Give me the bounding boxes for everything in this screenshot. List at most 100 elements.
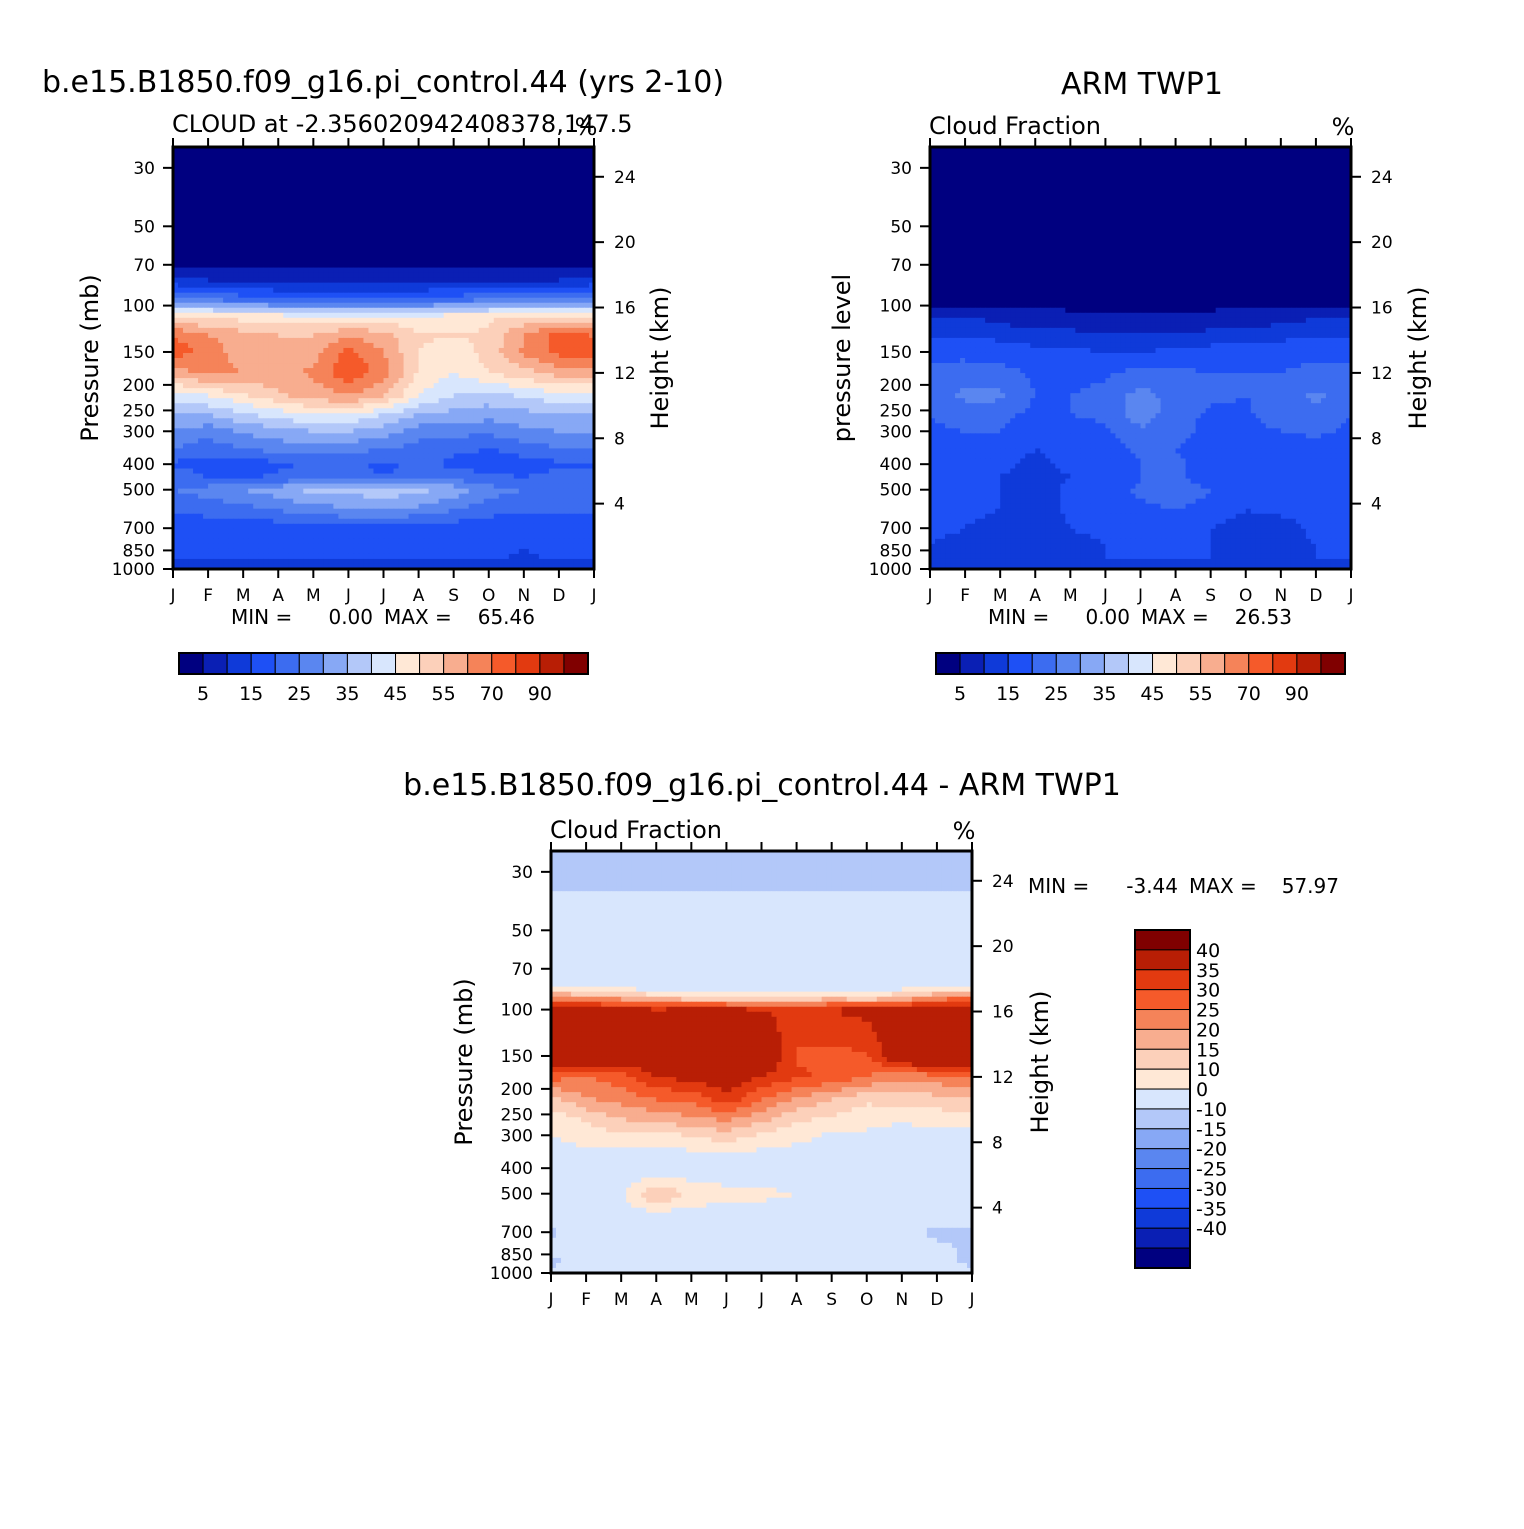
contour-cell	[588, 157, 594, 163]
contour-cell	[428, 327, 435, 334]
contour-cell	[553, 192, 560, 198]
contour-cell	[273, 403, 279, 409]
contour-cell	[418, 413, 425, 419]
contour-cell	[548, 162, 555, 168]
contour-cell	[413, 378, 420, 384]
contour-cell	[393, 217, 400, 223]
panel-model-unit: %	[575, 113, 598, 141]
contour-cell	[348, 302, 355, 309]
contour-cell	[498, 438, 505, 444]
contour-cell	[568, 393, 575, 399]
contour-cell	[323, 363, 329, 369]
contour-cell	[438, 272, 445, 279]
contour-cell	[378, 393, 385, 399]
contour-cell	[273, 187, 279, 193]
contour-cell	[318, 187, 324, 193]
contour-cell	[178, 217, 184, 223]
contour-cell	[583, 312, 590, 319]
contour-cell	[233, 418, 239, 424]
contour-cell	[178, 257, 184, 264]
contour-cell	[303, 232, 309, 239]
contour-cell	[338, 252, 344, 259]
contour-cell	[378, 182, 385, 188]
contour-cell	[343, 297, 350, 304]
contour-cell	[423, 337, 430, 344]
contour-cell	[248, 443, 254, 450]
contour-cell	[238, 287, 244, 294]
contour-cell	[388, 157, 395, 163]
contour-cell	[418, 418, 425, 424]
contour-cell	[568, 237, 575, 244]
contour-cell	[298, 408, 304, 414]
contour-cell	[458, 172, 465, 178]
contour-cell	[243, 307, 249, 314]
contour-cell	[353, 187, 360, 193]
contour-cell	[588, 413, 594, 419]
contour-cell	[238, 157, 244, 163]
contour-cell	[393, 408, 400, 414]
contour-cell	[528, 352, 535, 359]
contour-cell	[583, 388, 590, 394]
contour-cell	[323, 302, 329, 309]
contour-cell	[358, 317, 365, 324]
contour-cell	[503, 438, 510, 444]
contour-cell	[423, 227, 430, 233]
contour-cell	[243, 317, 249, 324]
contour-cell	[563, 292, 570, 299]
contour-cell	[543, 257, 550, 264]
contour-cell	[403, 322, 410, 329]
contour-cell	[543, 413, 550, 419]
contour-cell	[478, 227, 485, 233]
contour-cell	[418, 237, 425, 244]
contour-cell	[388, 217, 395, 223]
contour-cell	[363, 147, 370, 153]
contour-cell	[578, 368, 585, 374]
contour-cell	[493, 187, 500, 193]
contour-cell	[268, 227, 274, 233]
contour-cell	[553, 207, 560, 213]
contour-cell	[458, 232, 465, 239]
contour-cell	[528, 363, 535, 369]
contour-cell	[208, 227, 214, 233]
contour-cell	[488, 162, 495, 168]
contour-cell	[338, 182, 344, 188]
contour-cell	[563, 438, 570, 444]
contour-cell	[488, 413, 495, 419]
contour-cell	[583, 413, 590, 419]
contour-cell	[488, 212, 495, 218]
contour-cell	[268, 368, 274, 374]
contour-cell	[378, 327, 385, 334]
contour-cell	[548, 428, 555, 434]
contour-cell	[238, 167, 244, 173]
contour-cell	[288, 262, 294, 269]
contour-cell	[363, 172, 370, 178]
contour-cell	[563, 187, 570, 193]
contour-cell	[578, 157, 585, 163]
contour-cell	[233, 192, 239, 198]
contour-cell	[258, 192, 264, 198]
contour-cell	[213, 207, 219, 213]
contour-cell	[518, 257, 525, 264]
contour-cell	[458, 307, 465, 314]
contour-cell	[353, 327, 360, 334]
contour-cell	[433, 337, 440, 344]
contour-cell	[453, 413, 460, 419]
contour-cell	[253, 197, 259, 203]
contour-cell	[438, 172, 445, 178]
contour-cell	[278, 403, 284, 409]
contour-cell	[208, 292, 214, 299]
contour-cell	[233, 267, 239, 274]
contour-cell	[513, 232, 520, 239]
contour-cell	[493, 157, 500, 163]
contour-cell	[283, 252, 289, 259]
contour-cell	[458, 252, 465, 259]
contour-cell	[238, 322, 244, 329]
contour-cell	[433, 393, 440, 399]
contour-cell	[258, 297, 264, 304]
contour-cell	[488, 152, 495, 158]
contour-cell	[308, 212, 314, 218]
contour-cell	[318, 418, 324, 424]
contour-cell	[568, 373, 575, 379]
contour-cell	[188, 433, 194, 439]
contour-cell	[488, 282, 495, 289]
